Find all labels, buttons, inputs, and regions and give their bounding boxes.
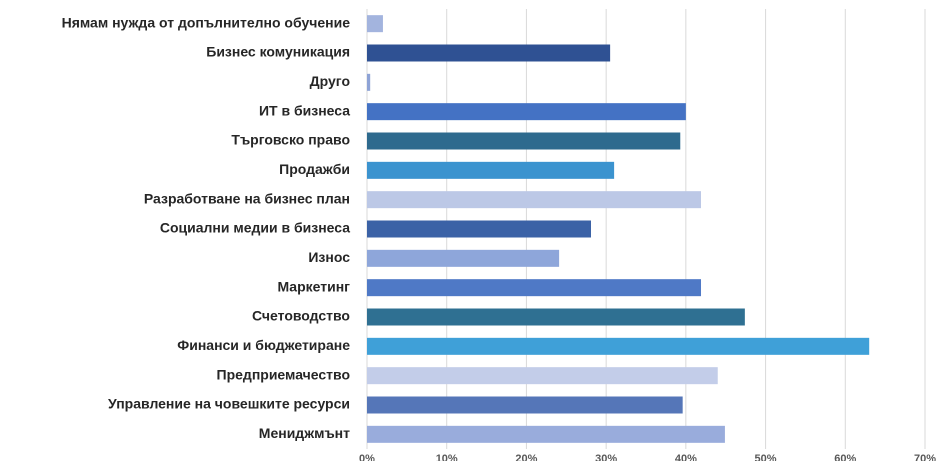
y-tick-label: Социални медии в бизнеса <box>160 220 350 236</box>
y-tick-label: Нямам нужда от допълнително обучение <box>62 14 351 30</box>
y-tick-label: Износ <box>308 249 350 265</box>
y-tick-label: Предприемачество <box>217 366 350 382</box>
x-tick-label: 30% <box>595 453 617 461</box>
x-tick-label: 60% <box>834 453 856 461</box>
y-tick-label: Мениджмънт <box>259 425 350 441</box>
y-tick-label: Финанси и бюджетиране <box>177 337 350 353</box>
bar <box>367 44 611 62</box>
y-tick-label: Маркетинг <box>277 278 350 294</box>
y-tick-label: Продажби <box>279 161 350 177</box>
bar <box>367 367 718 385</box>
y-tick-label: ИТ в бизнеса <box>259 102 350 118</box>
bar <box>367 249 560 267</box>
bar <box>367 73 371 91</box>
y-tick-label: Бизнес комуникация <box>206 44 350 60</box>
bar <box>367 279 702 297</box>
x-tick-label: 50% <box>755 453 777 461</box>
bar <box>367 103 686 121</box>
x-tick-label: 40% <box>675 453 697 461</box>
y-tick-label: Друго <box>310 73 350 89</box>
bar <box>367 15 383 33</box>
x-tick-label: 20% <box>515 453 537 461</box>
bar <box>367 191 702 209</box>
y-tick-label: Търговско право <box>231 132 350 148</box>
x-tick-label: 70% <box>914 453 936 461</box>
x-tick-label: 0% <box>359 453 375 461</box>
bar <box>367 132 681 150</box>
bar <box>367 337 870 355</box>
y-tick-label: Разработване на бизнес план <box>144 190 350 206</box>
x-tick-label: 10% <box>436 453 458 461</box>
y-tick-label: Управление на човешките ресурси <box>108 396 350 412</box>
bar <box>367 220 591 238</box>
bar <box>367 161 615 179</box>
bar <box>367 396 683 414</box>
y-tick-label: Счетоводство <box>252 308 350 324</box>
bar <box>367 308 745 326</box>
bar <box>367 425 725 443</box>
